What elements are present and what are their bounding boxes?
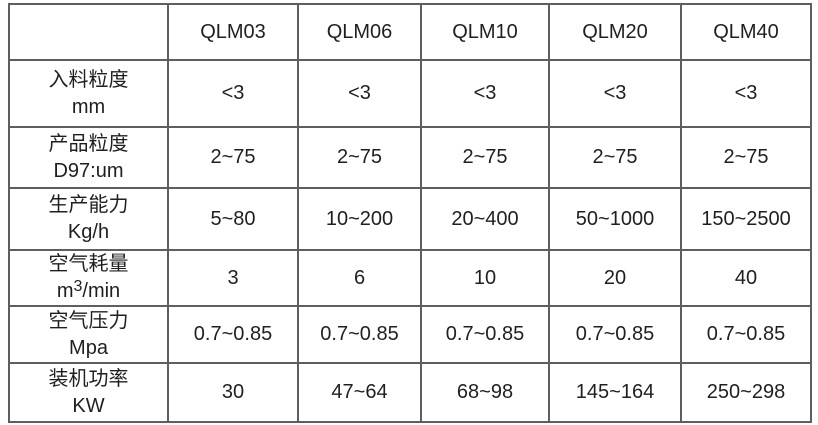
column-header-qlm40: QLM40: [680, 3, 812, 61]
spec-table: QLM03 QLM06 QLM10 QLM20 QLM40 入料粒度 mm <3 <3 <3 <3…: [8, 3, 812, 423]
header-row: QLM03 QLM06 QLM10 QLM20 QLM40: [8, 3, 812, 61]
table-cell: <3: [167, 59, 299, 128]
row-label: 入料粒度 mm: [8, 59, 169, 128]
table-cell: 250~298: [680, 362, 812, 423]
table-row: 产品粒度 D97:um 2~75 2~75 2~75 2~75 2~75: [8, 126, 812, 189]
table-cell: <3: [297, 59, 422, 128]
table-cell: 5~80: [167, 187, 299, 251]
table-cell: 2~75: [167, 126, 299, 189]
table-row: 入料粒度 mm <3 <3 <3 <3 <3: [8, 59, 812, 128]
table-cell: 0.7~0.85: [297, 305, 422, 364]
table-cell: 2~75: [548, 126, 682, 189]
row-label: 装机功率 KW: [8, 362, 169, 423]
table-cell: 0.7~0.85: [680, 305, 812, 364]
column-header-qlm20: QLM20: [548, 3, 682, 61]
table-cell: 3: [167, 249, 299, 307]
table-cell: 30: [167, 362, 299, 423]
column-header-qlm03: QLM03: [167, 3, 299, 61]
table-cell: 150~2500: [680, 187, 812, 251]
table-cell: 40: [680, 249, 812, 307]
table-cell: 20~400: [420, 187, 550, 251]
table-cell: 145~164: [548, 362, 682, 423]
spec-table-container: QLM03 QLM06 QLM10 QLM20 QLM40 入料粒度 mm <3 <3 <3 <3…: [8, 3, 812, 423]
table-cell: 2~75: [297, 126, 422, 189]
table-cell: <3: [420, 59, 550, 128]
corner-cell: [8, 3, 169, 61]
table-row: 空气耗量 m3/min 3 6 10 20 40: [8, 249, 812, 307]
table-cell: 68~98: [420, 362, 550, 423]
table-cell: 2~75: [420, 126, 550, 189]
table-row: 装机功率 KW 30 47~64 68~98 145~164 250~298: [8, 362, 812, 423]
table-cell: 10~200: [297, 187, 422, 251]
row-label: 产品粒度 D97:um: [8, 126, 169, 189]
column-header-qlm06: QLM06: [297, 3, 422, 61]
table-cell: 2~75: [680, 126, 812, 189]
table-cell: 0.7~0.85: [548, 305, 682, 364]
row-label: 生产能力 Kg/h: [8, 187, 169, 251]
table-cell: 10: [420, 249, 550, 307]
table-cell: 6: [297, 249, 422, 307]
row-label: 空气耗量 m3/min: [8, 249, 169, 307]
table-cell: 47~64: [297, 362, 422, 423]
row-label: 空气压力 Mpa: [8, 305, 169, 364]
table-cell: <3: [548, 59, 682, 128]
table-row: 生产能力 Kg/h 5~80 10~200 20~400 50~1000 150~2500: [8, 187, 812, 251]
table-cell: 0.7~0.85: [167, 305, 299, 364]
table-cell: 0.7~0.85: [420, 305, 550, 364]
table-row: 空气压力 Mpa 0.7~0.85 0.7~0.85 0.7~0.85 0.7~0.85 0…: [8, 305, 812, 364]
table-cell: 20: [548, 249, 682, 307]
table-cell: <3: [680, 59, 812, 128]
table-cell: 50~1000: [548, 187, 682, 251]
column-header-qlm10: QLM10: [420, 3, 550, 61]
